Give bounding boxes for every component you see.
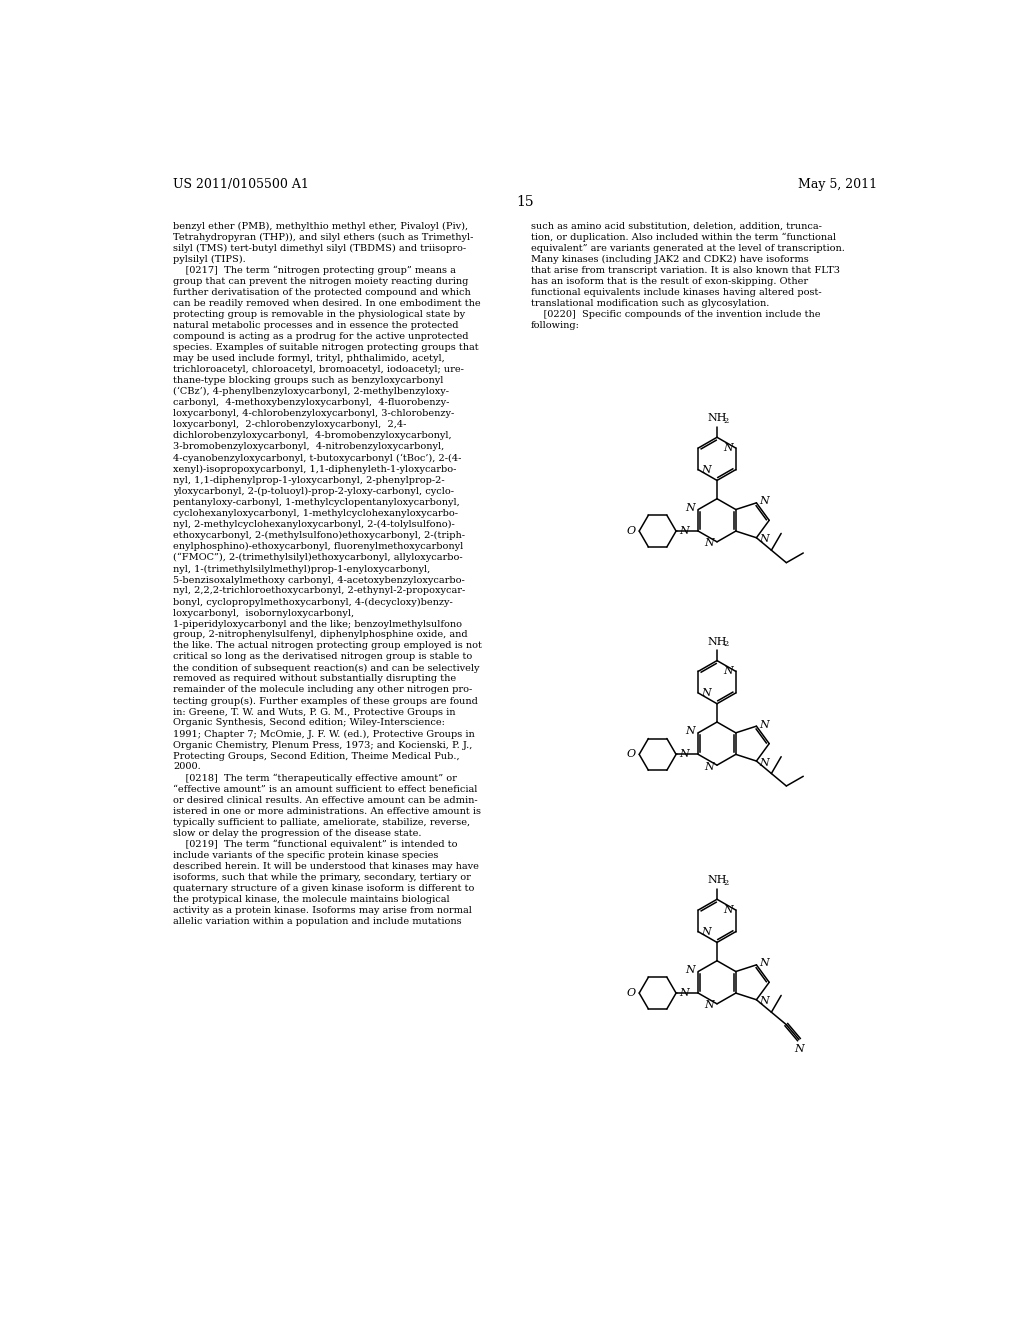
Text: N: N: [701, 927, 711, 937]
Text: 15: 15: [516, 195, 534, 210]
Text: N: N: [794, 1044, 804, 1055]
Text: N: N: [760, 496, 769, 507]
Text: 2: 2: [724, 417, 729, 425]
Text: N: N: [723, 667, 733, 676]
Text: May 5, 2011: May 5, 2011: [798, 178, 877, 190]
Text: N: N: [760, 719, 769, 730]
Text: NH: NH: [708, 875, 727, 886]
Text: N: N: [685, 503, 695, 513]
Text: N: N: [760, 758, 769, 768]
Text: N: N: [705, 1001, 714, 1010]
Text: N: N: [685, 965, 695, 975]
Text: N: N: [685, 726, 695, 737]
Text: N: N: [701, 465, 711, 475]
Text: N: N: [705, 762, 714, 772]
Text: N: N: [760, 535, 769, 544]
Text: N: N: [723, 906, 733, 915]
Text: N: N: [701, 688, 711, 698]
Text: US 2011/0105500 A1: US 2011/0105500 A1: [173, 178, 309, 190]
Text: O: O: [627, 527, 636, 536]
Text: N: N: [760, 997, 769, 1006]
Text: NH: NH: [708, 413, 727, 424]
Text: N: N: [679, 989, 689, 998]
Text: N: N: [723, 444, 733, 453]
Text: O: O: [627, 989, 636, 998]
Text: NH: NH: [708, 636, 727, 647]
Text: benzyl ether (PMB), methylthio methyl ether, Pivaloyl (Piv),
Tetrahydropyran (TH: benzyl ether (PMB), methylthio methyl et…: [173, 222, 482, 925]
Text: N: N: [705, 539, 714, 548]
Text: 2: 2: [724, 879, 729, 887]
Text: N: N: [679, 527, 689, 536]
Text: N: N: [760, 958, 769, 969]
Text: 2: 2: [724, 640, 729, 648]
Text: O: O: [627, 750, 636, 759]
Text: such as amino acid substitution, deletion, addition, trunca-
tion, or duplicatio: such as amino acid substitution, deletio…: [531, 222, 845, 330]
Text: N: N: [679, 750, 689, 759]
